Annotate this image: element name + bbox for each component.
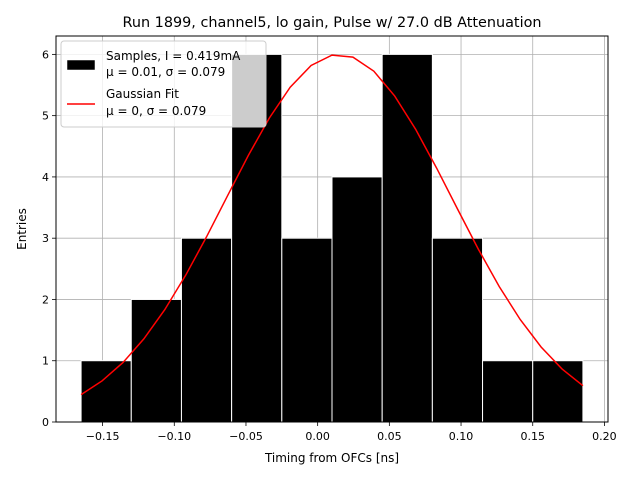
y-axis-label: Entries	[15, 208, 29, 250]
legend-samples-patch	[66, 59, 96, 71]
x-tick-label: 0.15	[520, 430, 545, 443]
histogram-bar	[482, 360, 534, 423]
legend-samples-label: Samples, I = 0.419mA	[106, 49, 241, 63]
legend-fit-stats: μ = 0, σ = 0.079	[106, 104, 206, 118]
histogram-bar	[130, 298, 182, 423]
histogram-bar	[180, 237, 233, 423]
histogram-bar	[80, 360, 132, 423]
histogram-bar	[381, 53, 433, 423]
x-tick-label: −0.10	[157, 430, 191, 443]
x-tick-label: 0.05	[377, 430, 402, 443]
x-tick-label: 0.20	[592, 430, 617, 443]
y-tick-label: 2	[42, 293, 49, 306]
legend-samples-stats: μ = 0.01, σ = 0.079	[106, 65, 225, 79]
legend-box	[60, 40, 267, 128]
histogram-bar	[431, 237, 484, 423]
y-tick-label: 6	[42, 48, 49, 61]
y-tick-label: 4	[42, 171, 49, 184]
y-tick-label: 0	[42, 416, 49, 429]
y-tick-label: 3	[42, 232, 49, 245]
gaussian-fit	[80, 54, 584, 396]
y-tick-label: 5	[42, 110, 49, 123]
histogram-bar	[331, 176, 383, 423]
y-axis-ticks: 0 1 2 3 4 5 6	[42, 48, 56, 429]
gaussian-fit-curve	[80, 54, 584, 396]
legend-fit-label: Gaussian Fit	[106, 87, 179, 101]
x-tick-label: −0.15	[86, 430, 120, 443]
x-tick-label: 0.10	[449, 430, 474, 443]
axes-frame	[55, 35, 609, 423]
chart-title: Run 1899, channel5, lo gain, Pulse w/ 27…	[123, 15, 542, 31]
x-tick-label: 0.00	[305, 430, 330, 443]
x-axis-label: Timing from OFCs [ns]	[264, 451, 399, 465]
histogram-bar	[532, 360, 584, 423]
histogram-bar	[281, 237, 333, 423]
x-axis-ticks: −0.15 −0.10 −0.05 0.00 0.05 0.10 0.15 0.20	[86, 422, 617, 443]
x-tick-label: −0.05	[229, 430, 263, 443]
histogram-bars	[80, 53, 584, 423]
legend: Samples, I = 0.419mA μ = 0.01, σ = 0.079…	[60, 40, 267, 128]
y-tick-label: 1	[42, 355, 49, 368]
